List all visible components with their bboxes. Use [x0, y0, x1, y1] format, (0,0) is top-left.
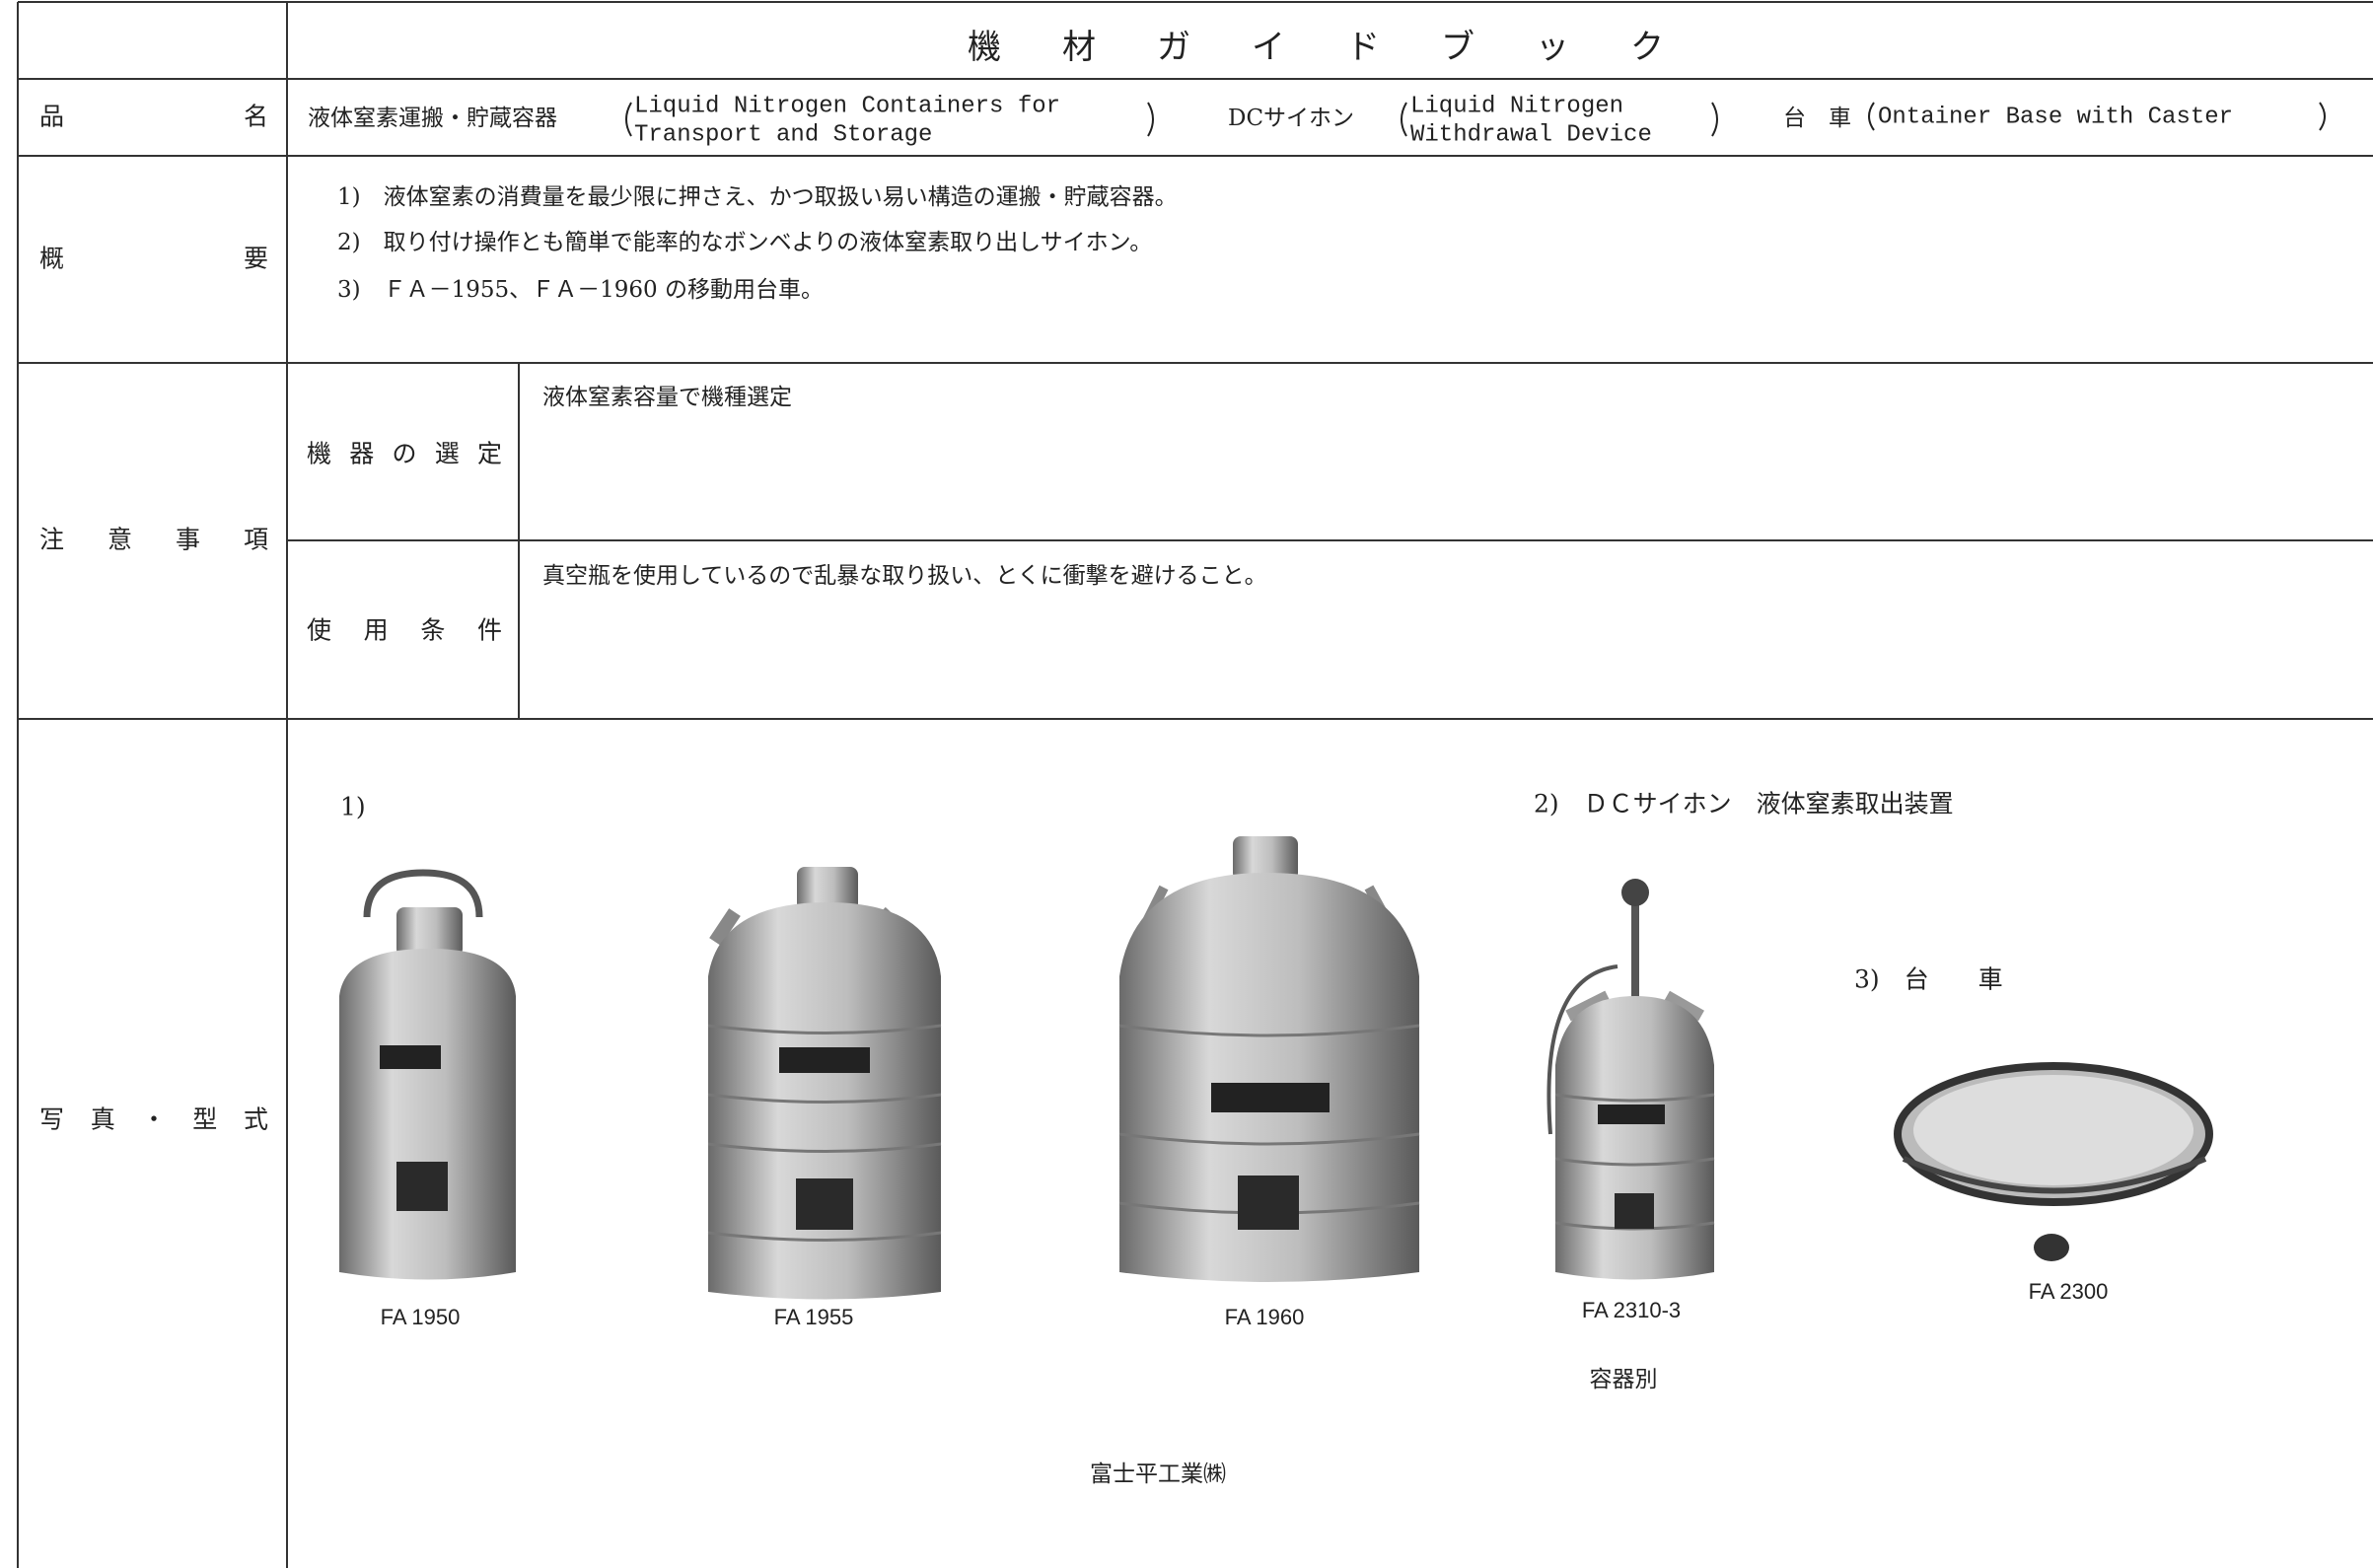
- model-label: FA 1955: [774, 1305, 854, 1329]
- title: 機材ガイドブック: [968, 28, 1725, 67]
- product-en: Withdrawal Device: [1410, 121, 1652, 148]
- model-label: FA 2310-3: [1582, 1298, 1681, 1322]
- overview-item: 3) ＦＡ－1955、ＦＡ－1960 の移動用台車。: [337, 277, 824, 303]
- maker: 富士平工業㈱: [1090, 1461, 1226, 1487]
- sub-label: 使用条件: [307, 616, 502, 645]
- paren: [1868, 102, 1875, 131]
- product-en: Liquid Nitrogen: [1410, 93, 1623, 119]
- group-label: 3) 台 車: [1854, 965, 2003, 994]
- sub-label: 機器の選定: [307, 440, 502, 468]
- paren: [1401, 102, 1407, 137]
- overview-item: 1) 液体窒素の消費量を最少限に押さえ、かつ取扱い易い構造の運搬・貯蔵容器。: [337, 184, 1178, 210]
- caution-text: 液体窒素容量で機種選定: [542, 385, 792, 410]
- photo-cart: [1894, 1062, 2213, 1261]
- group-label: 2) ＤＣサイホン 液体窒素取出装置: [1534, 790, 1954, 819]
- paren: [2319, 102, 2326, 131]
- product-en: Ontainer Base with Caster: [1878, 104, 2233, 130]
- note: 容器別: [1590, 1367, 1658, 1392]
- photo-dc20: [707, 867, 942, 1300]
- photo-dc10: [339, 869, 516, 1280]
- group-label: 1): [340, 793, 366, 821]
- row-label: 注意事項: [39, 526, 268, 554]
- model-label: FA 1960: [1225, 1305, 1305, 1329]
- photo-dc30: [1118, 836, 1420, 1282]
- paren: [1711, 102, 1718, 137]
- row-label: 写真・型式: [39, 1105, 268, 1134]
- model-label: FA 1950: [381, 1305, 461, 1329]
- product-ja: 液体窒素運搬・貯蔵容器: [308, 106, 557, 131]
- overview-item: 2) 取り付け操作とも簡単で能率的なボンベよりの液体窒素取り出しサイホン。: [337, 230, 1152, 255]
- product-ja: 台 車: [1783, 106, 1851, 131]
- product-en: Transport and Storage: [634, 121, 932, 148]
- row-label: 品名: [39, 103, 268, 131]
- product-ja: DCサイホン: [1228, 106, 1354, 131]
- photo-siphon: [1546, 879, 1715, 1280]
- row-label: 概要: [39, 245, 268, 273]
- model-label: FA 2300: [2029, 1279, 2109, 1304]
- product-en: Liquid Nitrogen Containers for: [634, 93, 1060, 119]
- paren: [625, 102, 632, 137]
- paren: [1147, 102, 1154, 137]
- caution-text: 真空瓶を使用しているので乱暴な取り扱い、とくに衝撃を避けること。: [542, 563, 1267, 589]
- form-grid: [17, 1, 2373, 1568]
